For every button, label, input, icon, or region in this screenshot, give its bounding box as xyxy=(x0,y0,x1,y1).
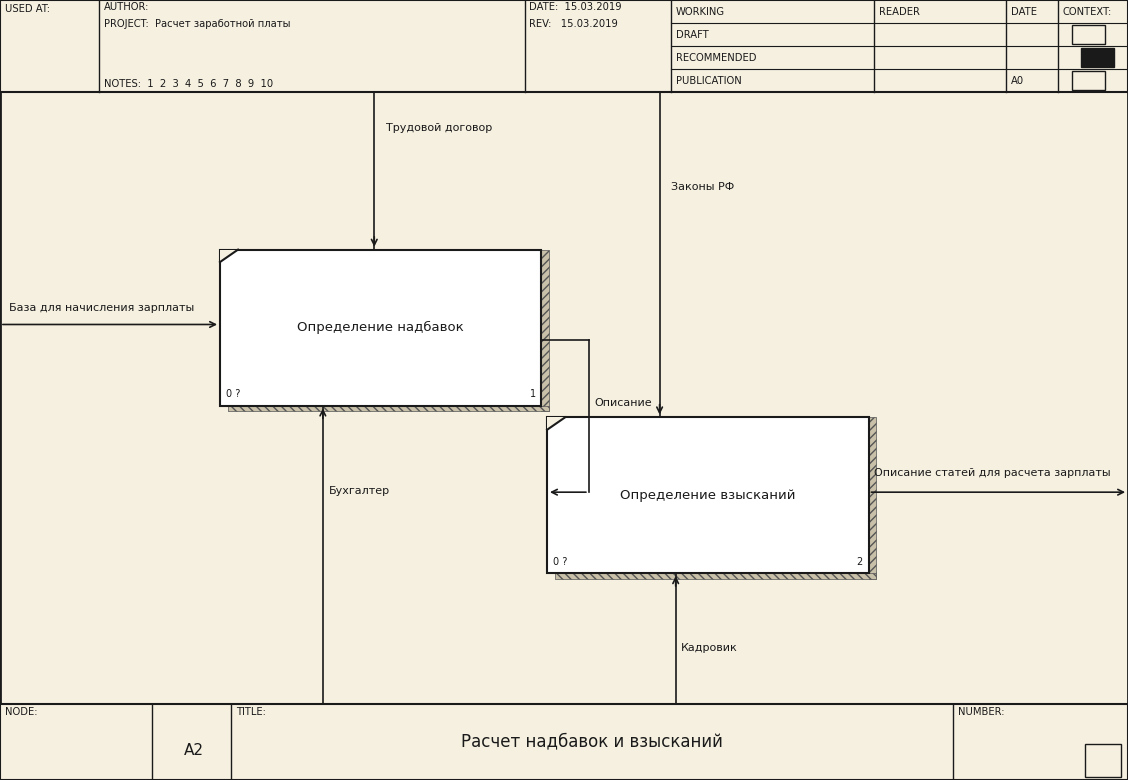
Text: REV:   15.03.2019: REV: 15.03.2019 xyxy=(529,19,618,29)
Bar xyxy=(220,250,541,406)
Text: DRAFT: DRAFT xyxy=(676,30,708,40)
Bar xyxy=(541,250,549,411)
Bar xyxy=(547,417,869,573)
Text: Описание: Описание xyxy=(594,399,652,409)
Text: Расчет надбавок и взысканий: Расчет надбавок и взысканий xyxy=(461,732,723,751)
Text: 1: 1 xyxy=(530,389,536,399)
Bar xyxy=(1081,48,1114,67)
Text: TITLE:: TITLE: xyxy=(236,707,265,717)
Text: 2: 2 xyxy=(856,557,863,567)
Text: CONTEXT:: CONTEXT: xyxy=(1063,6,1112,16)
Text: Трудовой договор: Трудовой договор xyxy=(386,123,492,133)
Bar xyxy=(228,406,549,411)
Text: PROJECT:  Расчет заработной платы: PROJECT: Расчет заработной платы xyxy=(104,19,290,29)
Bar xyxy=(555,573,876,579)
Text: Бухгалтер: Бухгалтер xyxy=(328,487,389,496)
Text: RECOMMENDED: RECOMMENDED xyxy=(676,52,756,62)
Text: READER: READER xyxy=(879,6,919,16)
Polygon shape xyxy=(220,250,238,262)
Text: NOTES:  1  2  3  4  5  6  7  8  9  10: NOTES: 1 2 3 4 5 6 7 8 9 10 xyxy=(104,79,273,89)
Text: Определение надбавок: Определение надбавок xyxy=(298,321,464,334)
Bar xyxy=(1085,744,1121,777)
Bar xyxy=(1072,71,1105,90)
Text: 0 ?: 0 ? xyxy=(553,557,567,567)
Text: Описание статей для расчета зарплаты: Описание статей для расчета зарплаты xyxy=(874,468,1111,478)
Text: DATE: DATE xyxy=(1011,6,1037,16)
Text: NODE:: NODE: xyxy=(5,707,37,717)
Text: PUBLICATION: PUBLICATION xyxy=(676,76,741,86)
Bar xyxy=(869,417,876,579)
Text: NUMBER:: NUMBER: xyxy=(958,707,1004,717)
Text: WORKING: WORKING xyxy=(676,6,725,16)
Text: DATE:  15.03.2019: DATE: 15.03.2019 xyxy=(529,2,622,12)
Text: 0 ?: 0 ? xyxy=(226,389,240,399)
Bar xyxy=(0,0,1128,92)
Text: Определение взысканий: Определение взысканий xyxy=(620,489,795,502)
Text: AUTHOR:: AUTHOR: xyxy=(104,2,149,12)
Text: A2: A2 xyxy=(184,743,204,758)
Bar xyxy=(1072,25,1105,44)
Bar xyxy=(0,704,1128,780)
Polygon shape xyxy=(547,417,565,430)
Text: USED AT:: USED AT: xyxy=(5,4,50,14)
Text: A0: A0 xyxy=(1011,76,1024,86)
Text: Законы РФ: Законы РФ xyxy=(671,182,734,192)
Text: Кадровик: Кадровик xyxy=(681,644,738,653)
Text: База для начисления зарплаты: База для начисления зарплаты xyxy=(9,303,194,313)
